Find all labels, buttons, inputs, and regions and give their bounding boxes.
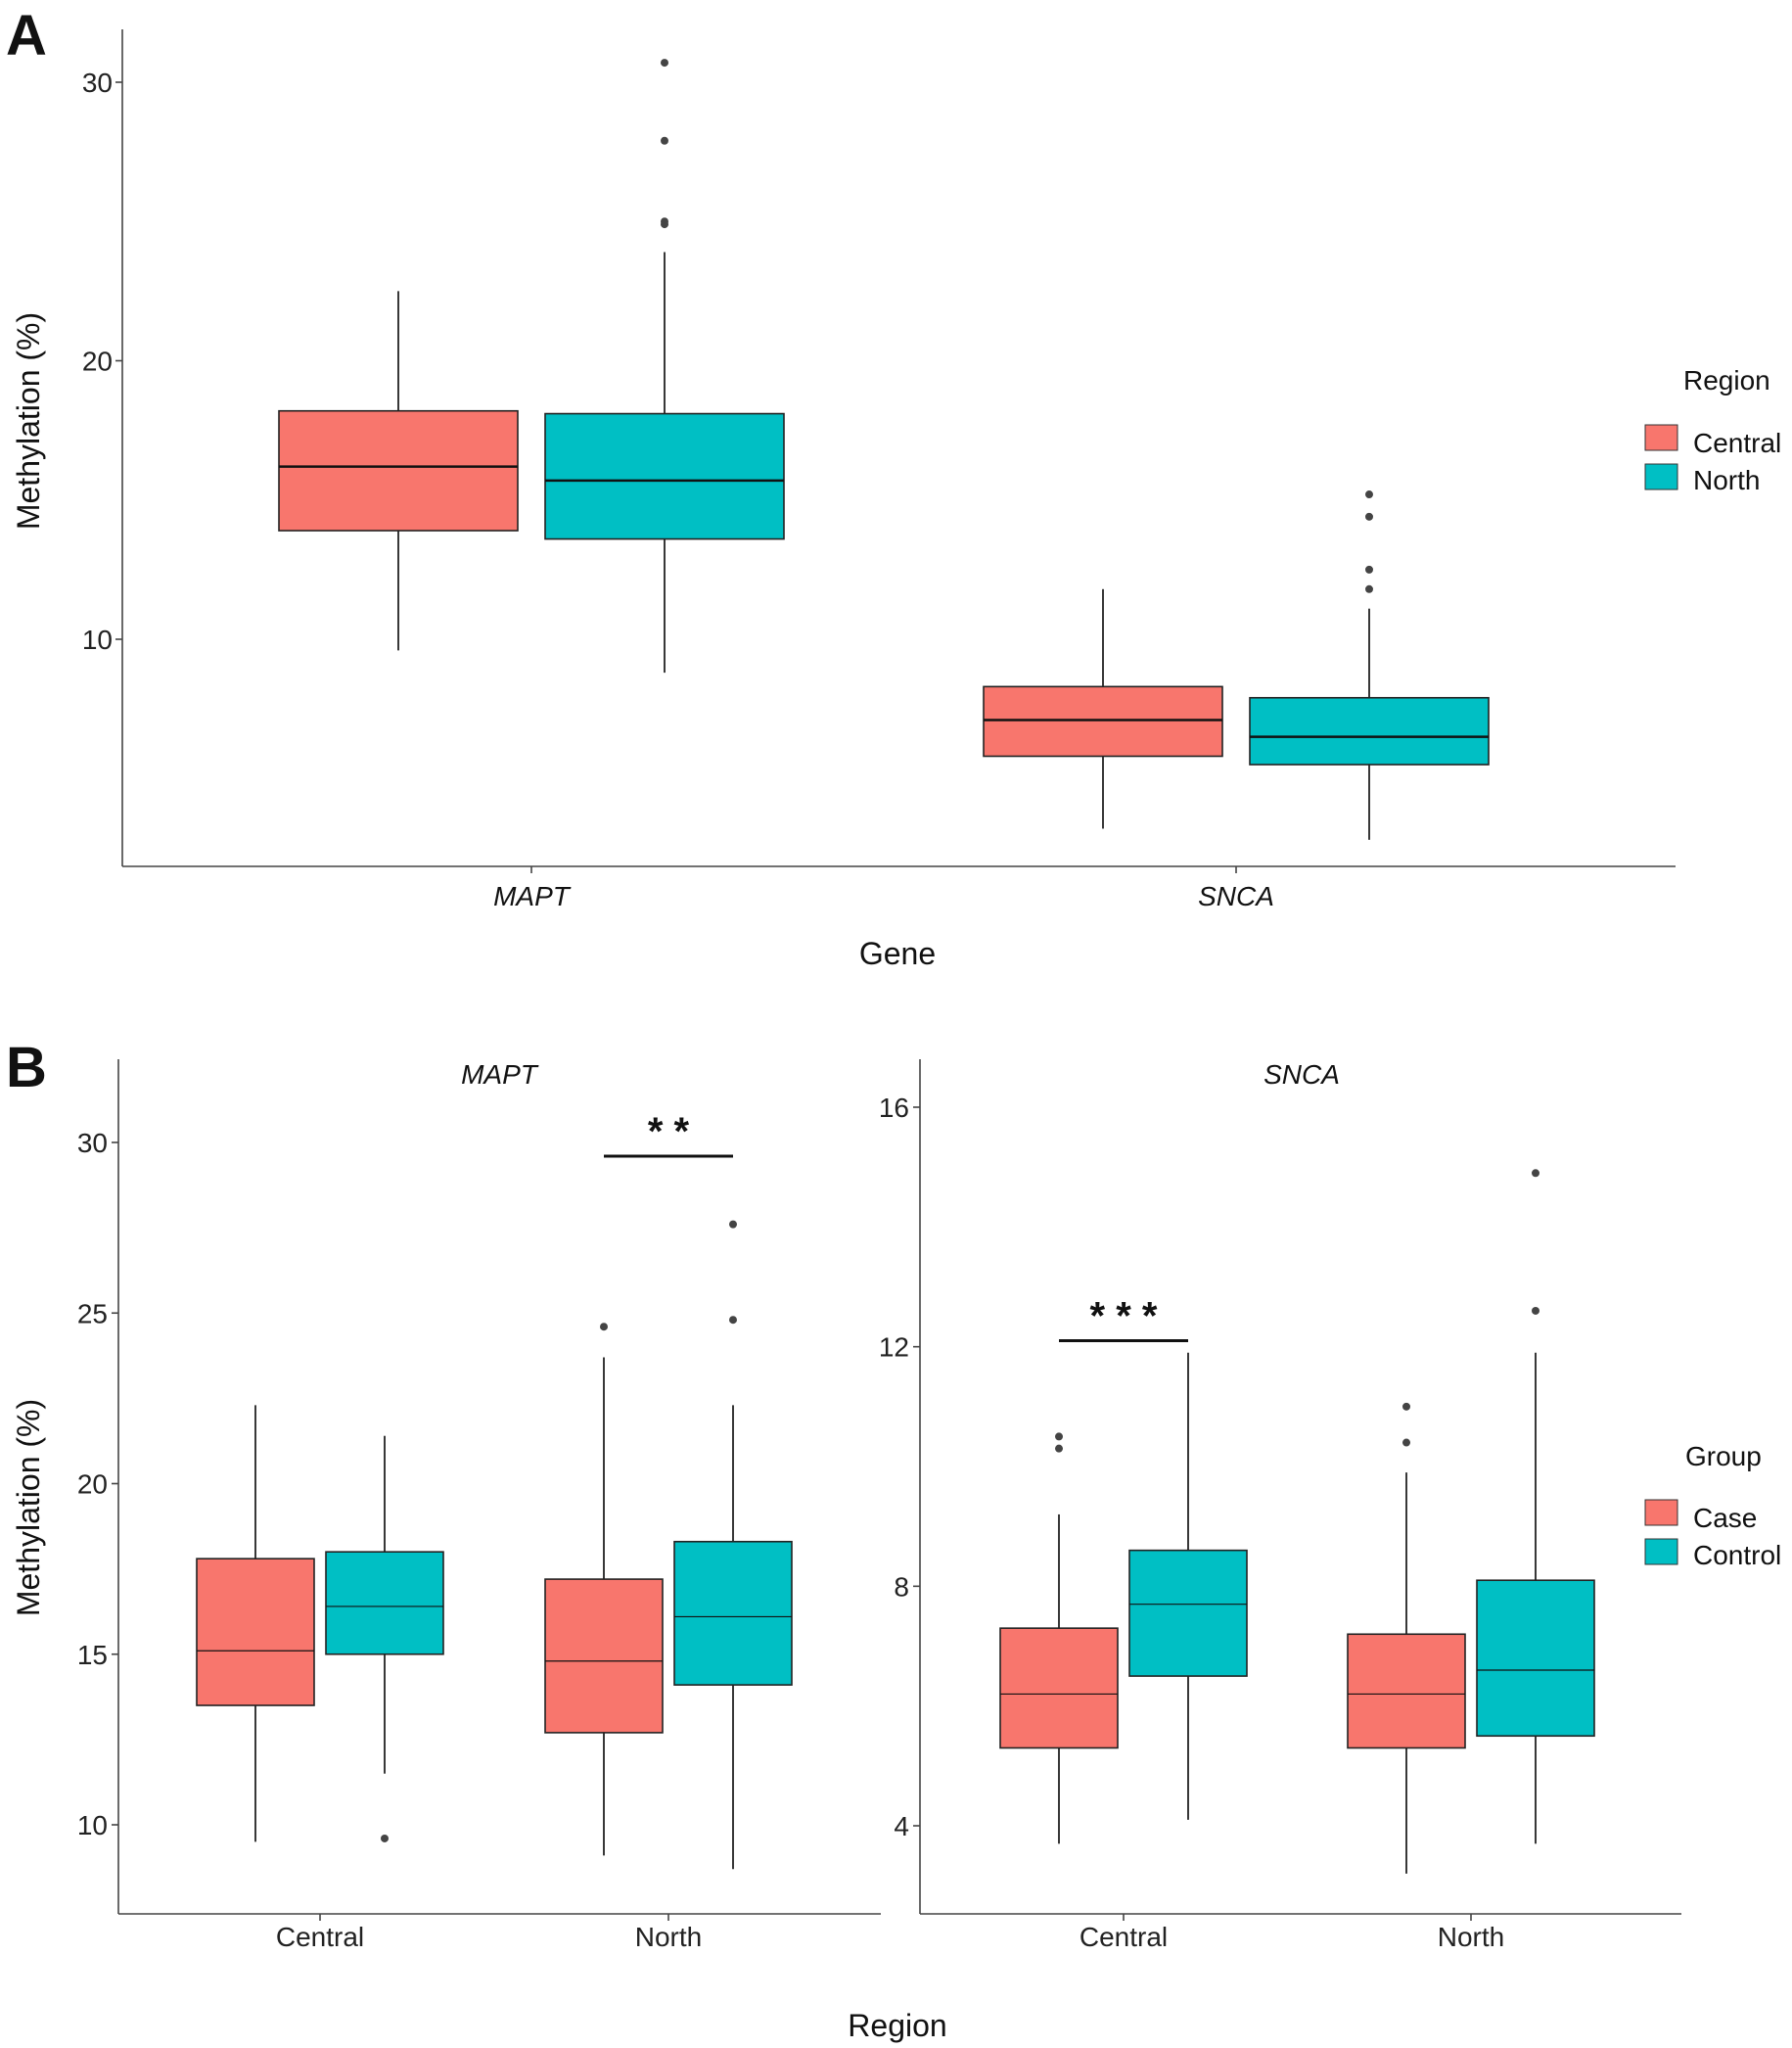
legend-central-label: Central: [1693, 428, 1781, 458]
panel-a-letter: A: [6, 4, 47, 68]
box-bs-central-control: [1128, 1549, 1248, 1677]
box-bm-central-control: [325, 1551, 444, 1655]
facet-snca-title: SNCA: [1264, 1059, 1340, 1090]
panel-a-x-axis-title: Gene: [859, 936, 936, 971]
significance-label-bs: * * *: [1090, 1295, 1158, 1338]
y-tick-label-bm-20: 20: [77, 1469, 108, 1500]
panel-b-y-axis-title: Methylation (%): [11, 1399, 46, 1616]
y-tick-label-bm-25: 25: [77, 1298, 108, 1328]
panel-a-y-axis-title: Methylation (%): [11, 312, 46, 530]
outlier-a-snca-north-1: [1365, 565, 1373, 574]
outlier-bs-central-case-1: [1055, 1432, 1063, 1441]
panel-b-x-axis-title: Region: [848, 2008, 946, 2043]
legend-case-swatch: [1644, 1499, 1678, 1526]
outlier-bm-north-case-0: [600, 1323, 608, 1331]
outlier-bs-central-case-0: [1055, 1444, 1063, 1453]
outlier-bs-north-case-1: [1402, 1402, 1410, 1411]
x-tick-label-north: North: [635, 1922, 702, 1952]
x-tick-label-mapt: MAPT: [493, 881, 572, 911]
outlier-bs-north-case-0: [1402, 1438, 1410, 1447]
legend-north-label: North: [1693, 465, 1760, 495]
y-tick-label-bm-10: 10: [77, 1810, 108, 1840]
y-tick-label-bs-16: 16: [879, 1093, 909, 1123]
outlier-bm-north-control-1: [729, 1220, 737, 1229]
outlier-bm-north-control-0: [729, 1316, 737, 1325]
outlier-a-mapt-north-2: [661, 136, 668, 145]
legend-control-swatch: [1644, 1538, 1678, 1565]
x-tick-label-north: North: [1438, 1922, 1504, 1952]
legend-control-label: Control: [1693, 1540, 1781, 1570]
outlier-bm-central-control-0: [381, 1834, 389, 1842]
box-bs-north-case: [1347, 1633, 1466, 1749]
legend-central-swatch: [1644, 424, 1678, 451]
y-tick-label-a-30: 30: [82, 68, 113, 98]
box-bs-central-case: [999, 1627, 1119, 1749]
x-tick-label-central: Central: [1080, 1922, 1168, 1952]
panel-b-mapt-plot: Methylation (%) MAPT 10 15 20 25 30 Central No…: [11, 1059, 881, 1952]
y-tick-label-bs-4: 4: [894, 1811, 909, 1841]
significance-label-bm: * *: [648, 1110, 690, 1153]
y-tick-label-a-20: 20: [82, 347, 113, 377]
facet-mapt-title: MAPT: [461, 1059, 539, 1090]
outlier-bs-north-control-0: [1532, 1306, 1539, 1315]
box-bm-north-case: [544, 1578, 664, 1734]
outlier-a-mapt-north-3: [661, 59, 668, 68]
box-bs-north-control: [1476, 1579, 1595, 1738]
box-bm-central-case: [196, 1558, 315, 1706]
y-tick-label-bm-15: 15: [77, 1640, 108, 1670]
legend-region-title: Region: [1683, 365, 1770, 396]
legend-group-title: Group: [1685, 1441, 1762, 1471]
outlier-a-snca-north-0: [1365, 584, 1373, 593]
x-tick-label-central: Central: [276, 1922, 364, 1952]
legend-north-swatch: [1644, 463, 1678, 490]
panel-b-letter: B: [6, 1036, 47, 1099]
outlier-a-snca-north-3: [1365, 490, 1373, 499]
box-a-mapt-central: [278, 409, 519, 532]
x-tick-label-snca: SNCA: [1198, 881, 1274, 911]
y-tick-label-a-10: 10: [82, 625, 113, 655]
y-tick-label-bs-12: 12: [879, 1332, 909, 1363]
outlier-a-snca-north-2: [1365, 512, 1373, 521]
y-tick-label-bs-8: 8: [894, 1571, 909, 1602]
legend-case-label: Case: [1693, 1503, 1757, 1533]
box-a-mapt-north: [544, 412, 785, 540]
panel-a-plot: Methylation (%) Gene Region Central Nort…: [11, 29, 1781, 971]
box-a-snca-north: [1249, 696, 1490, 766]
box-a-snca-central: [983, 685, 1223, 758]
y-tick-label-bm-30: 30: [77, 1128, 108, 1158]
box-bm-north-control: [673, 1540, 793, 1686]
outlier-bs-north-control-1: [1532, 1169, 1539, 1178]
outlier-a-mapt-north-1: [661, 217, 668, 226]
panel-b-snca-plot: SNCA Group Case Control 4 8 12 16 Central Nor…: [879, 1059, 1781, 1952]
